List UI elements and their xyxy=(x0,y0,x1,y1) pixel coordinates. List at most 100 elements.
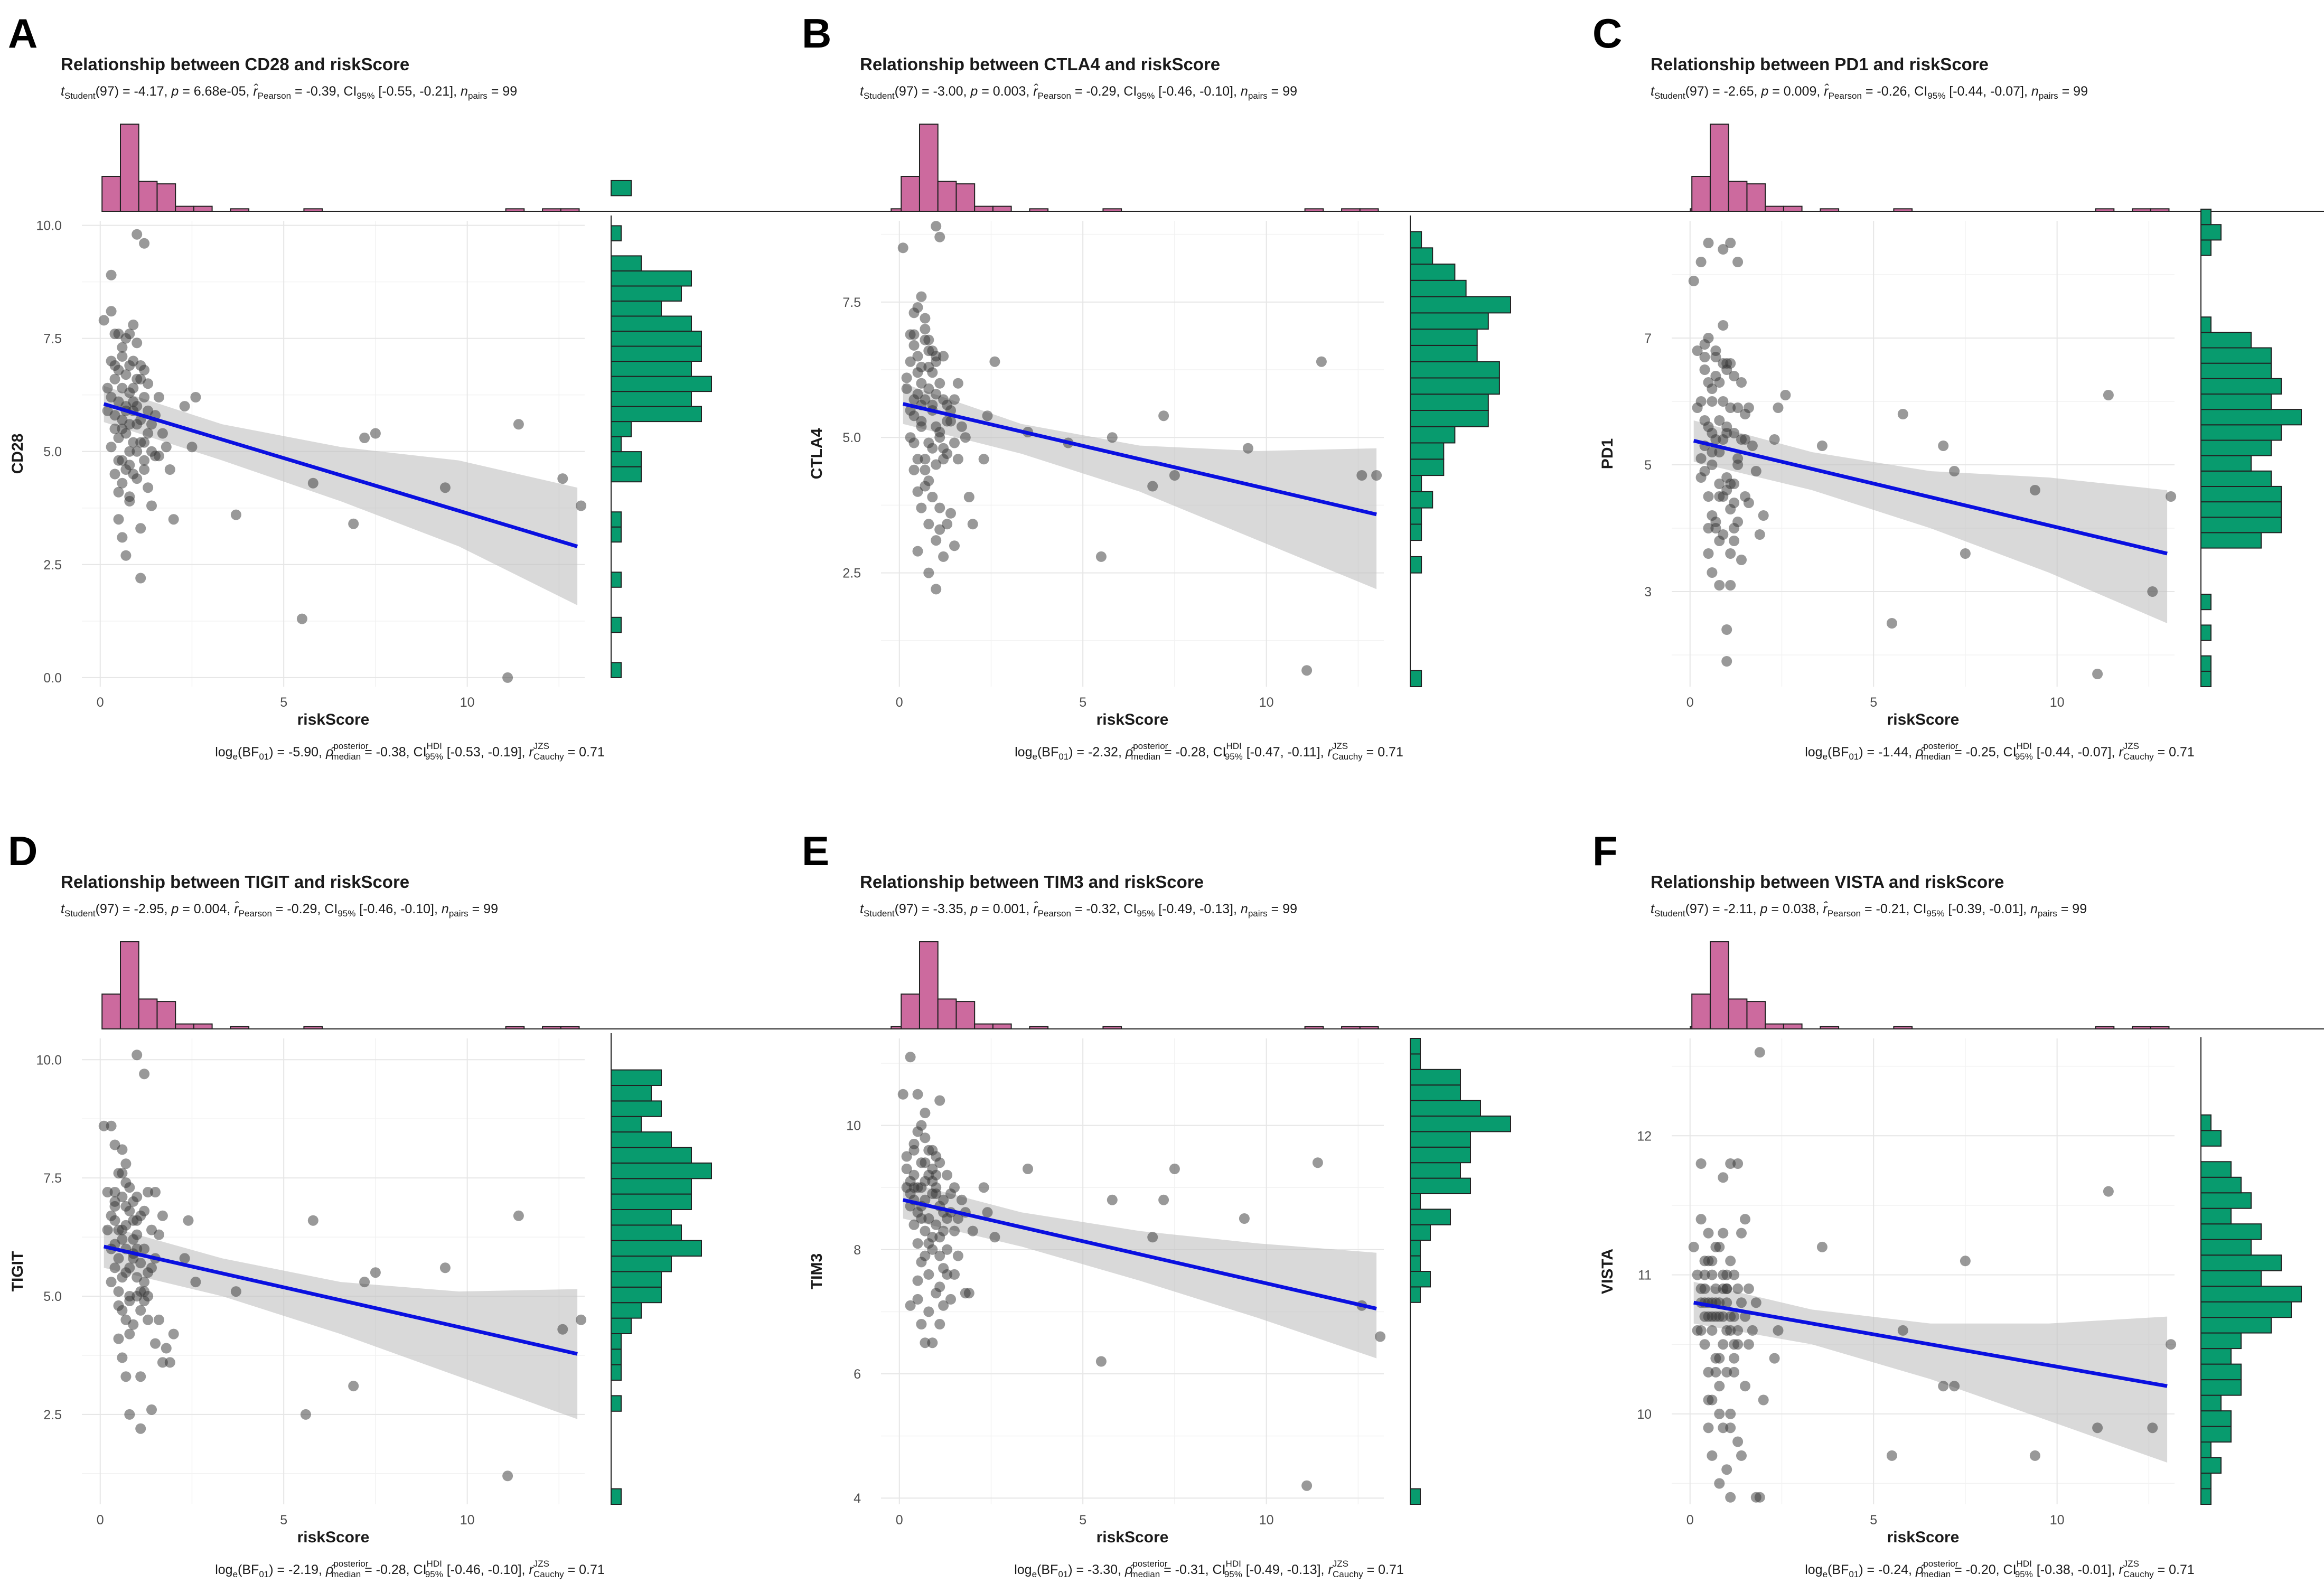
y-histogram-bar xyxy=(611,331,702,347)
data-point xyxy=(120,1314,132,1325)
y-histogram-bar xyxy=(1410,1053,1421,1070)
y-histogram-bar xyxy=(2200,1394,2222,1412)
data-point xyxy=(1740,1214,1750,1225)
data-point xyxy=(307,477,318,489)
y-axis-label: CD28 xyxy=(9,434,26,474)
data-point xyxy=(916,378,927,389)
data-point xyxy=(1732,257,1744,267)
data-point xyxy=(109,1201,120,1212)
x-tick-label: 10 xyxy=(460,1513,475,1528)
x-histogram-bar xyxy=(101,994,121,1029)
data-point xyxy=(923,1145,934,1156)
data-point xyxy=(1699,1339,1710,1350)
chart-title: Relationship between TIGIT and riskScore xyxy=(61,872,409,892)
data-point xyxy=(153,451,164,462)
data-point xyxy=(1750,1492,1761,1503)
panel-letter: D xyxy=(8,828,38,874)
data-point xyxy=(117,1352,128,1363)
confidence-band xyxy=(903,1181,1377,1359)
data-point xyxy=(931,1188,942,1199)
x-tick-label: 10 xyxy=(2050,695,2065,710)
data-point xyxy=(1688,1241,1699,1252)
data-point xyxy=(2166,1339,2177,1350)
x-histogram-bar xyxy=(992,205,1012,212)
data-point xyxy=(109,1262,120,1273)
data-point xyxy=(113,1286,124,1297)
data-point xyxy=(1710,1366,1721,1378)
x-histogram-bar xyxy=(138,998,158,1030)
data-point xyxy=(931,221,942,232)
data-point xyxy=(1703,548,1714,559)
data-point xyxy=(908,394,920,405)
data-point xyxy=(348,1381,359,1392)
data-point xyxy=(109,1187,120,1197)
data-point xyxy=(942,416,953,427)
data-point xyxy=(128,1196,139,1207)
data-point xyxy=(960,1288,971,1299)
panel-letter: C xyxy=(1592,10,1622,57)
data-point xyxy=(920,1337,931,1348)
data-point xyxy=(923,1306,934,1317)
data-point xyxy=(931,421,942,432)
data-point xyxy=(502,1470,513,1482)
chart-subtitle: tStudent(97) = -2.65, p = 0.009, r̂Pears… xyxy=(1651,83,2088,101)
y-histogram-bar xyxy=(1410,1162,1461,1179)
data-point xyxy=(1886,1450,1897,1461)
bayes-caption: loge(BF01) = -3.30, ρ̂posterior median = … xyxy=(1014,1559,1404,1579)
data-point xyxy=(1169,470,1180,481)
data-point xyxy=(1710,517,1721,527)
data-point xyxy=(135,1423,146,1434)
data-point xyxy=(960,432,971,443)
data-point xyxy=(132,373,143,385)
data-point xyxy=(157,1357,168,1368)
data-point xyxy=(1699,1311,1710,1322)
data-point xyxy=(168,1328,179,1340)
data-point xyxy=(1721,1297,1732,1308)
y-axis-label: TIM3 xyxy=(808,1253,826,1289)
y-histogram-bar xyxy=(2200,655,2211,672)
data-point xyxy=(139,364,150,376)
y-histogram-bar xyxy=(1410,523,1422,541)
data-point xyxy=(146,419,157,430)
data-point xyxy=(513,419,524,430)
data-point xyxy=(1703,1256,1714,1267)
data-point xyxy=(439,1262,451,1273)
data-point xyxy=(1725,1408,1736,1419)
x-histogram-bar xyxy=(955,183,976,212)
data-point xyxy=(952,378,963,389)
data-point xyxy=(923,1238,934,1249)
y-histogram-bar xyxy=(611,1240,702,1257)
data-point xyxy=(1725,1325,1736,1336)
data-point xyxy=(98,1120,109,1131)
x-histogram-bar xyxy=(156,183,176,212)
data-point xyxy=(139,1205,150,1216)
data-point xyxy=(1721,1283,1732,1294)
y-histogram-bar xyxy=(2200,1457,2222,1474)
data-point xyxy=(927,492,938,502)
y-histogram-bar xyxy=(2200,1239,2252,1256)
y-histogram-bar xyxy=(1410,1116,1511,1132)
y-histogram-bar xyxy=(2200,378,2282,395)
data-point xyxy=(1692,345,1703,356)
data-point xyxy=(952,1250,963,1261)
data-point xyxy=(1718,434,1729,445)
x-axis-label: riskScore xyxy=(1097,1529,1169,1546)
data-point xyxy=(1740,1381,1750,1392)
data-point xyxy=(1714,1353,1725,1364)
data-point xyxy=(945,1188,956,1199)
y-histogram-bar xyxy=(2200,485,2282,503)
y-histogram-bar xyxy=(611,526,622,543)
x-marginal-histogram xyxy=(101,941,983,1030)
y-histogram-bar xyxy=(611,301,662,317)
x-axis-label: riskScore xyxy=(297,1529,370,1546)
data-point xyxy=(934,1095,945,1106)
data-point xyxy=(912,351,923,362)
data-point xyxy=(920,1225,931,1237)
data-point xyxy=(146,1262,157,1273)
data-point xyxy=(1699,1283,1710,1294)
x-histogram-bar xyxy=(193,1023,213,1029)
data-point xyxy=(109,1215,120,1226)
x-histogram-bar xyxy=(919,941,939,1029)
data-point xyxy=(106,1120,117,1131)
x-histogram-bar xyxy=(175,205,194,212)
